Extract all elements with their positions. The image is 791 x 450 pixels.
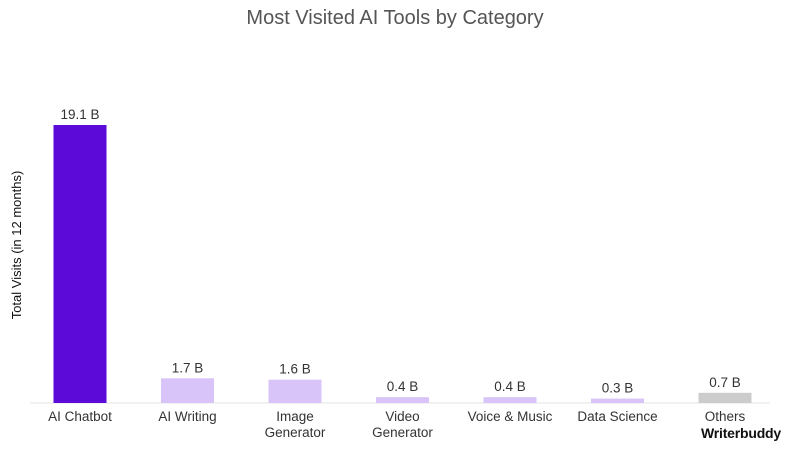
- x-tick-label-3-line-1: Generator: [372, 425, 433, 440]
- bars-group: [53, 125, 752, 403]
- data-label-2: 1.6 B: [279, 362, 311, 377]
- data-label-5: 0.3 B: [602, 381, 634, 396]
- writerbuddy-logo: Writerbuddy: [701, 425, 781, 441]
- x-tick-label-3: Video Generator: [372, 409, 433, 440]
- bar-6: [698, 392, 752, 403]
- x-tick-label-5: Data Science: [577, 409, 657, 424]
- bar-4: [483, 397, 537, 403]
- data-label-3: 0.4 B: [387, 379, 419, 394]
- x-tick-label-3-line-0: Video: [385, 409, 419, 424]
- x-tick-label-0: AI Chatbot: [48, 409, 112, 424]
- x-tick-label-2-line-0: Image: [276, 409, 314, 424]
- x-tick-label-1: AI Writing: [158, 409, 216, 424]
- x-tick-label-2-line-1: Generator: [265, 425, 326, 440]
- bar-2: [268, 379, 322, 403]
- bar-5: [591, 398, 644, 403]
- x-tick-label-2: Image Generator: [265, 409, 326, 440]
- data-label-0: 19.1 B: [60, 107, 99, 122]
- x-tick-label-4: Voice & Music: [468, 409, 553, 424]
- data-label-4: 0.4 B: [494, 379, 526, 394]
- x-tick-label-1-line-0: AI Writing: [158, 409, 216, 424]
- chart-title: Most Visited AI Tools by Category: [246, 7, 543, 29]
- data-label-6: 0.7 B: [709, 375, 741, 390]
- y-axis-label: Total Visits (in 12 months): [9, 171, 24, 320]
- data-label-1: 1.7 B: [172, 360, 204, 375]
- bar-0: [53, 125, 107, 403]
- x-tick-label-0-line-0: AI Chatbot: [48, 409, 112, 424]
- x-tick-label-4-line-0: Voice & Music: [468, 409, 553, 424]
- bar-3: [376, 397, 429, 403]
- data-labels-group: 19.1 B 1.7 B 1.6 B 0.4 B 0.4 B 0.3 B 0.7 B: [60, 107, 740, 396]
- x-tick-label-6-line-0: Others: [705, 409, 746, 424]
- x-tick-label-5-line-0: Data Science: [577, 409, 657, 424]
- bar-1: [161, 378, 214, 403]
- x-tick-label-6: Others: [705, 409, 746, 424]
